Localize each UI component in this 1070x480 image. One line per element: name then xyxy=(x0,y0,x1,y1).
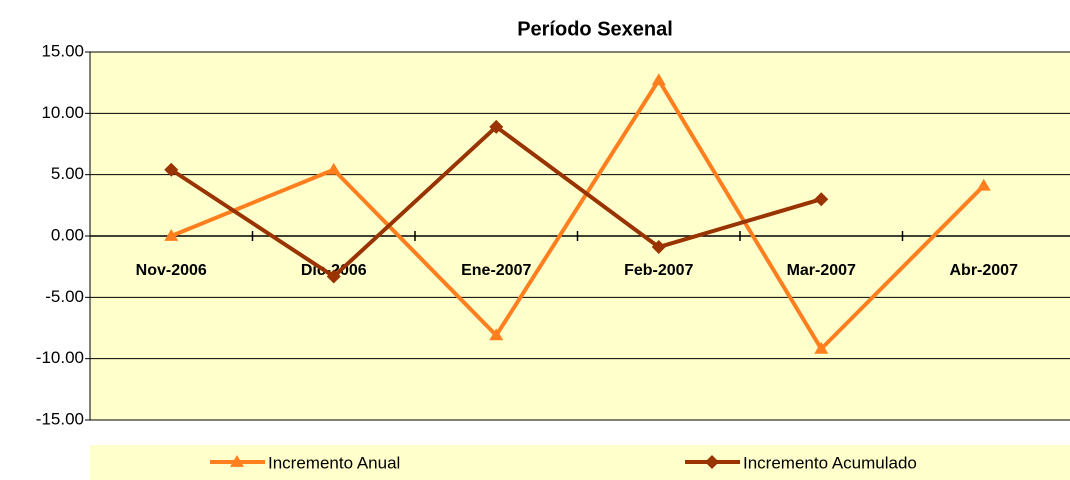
x-tick-label: Ene-2007 xyxy=(461,262,531,279)
y-tick-label: -10.00 xyxy=(36,348,84,367)
chart-title: Período Sexenal xyxy=(517,18,673,40)
marker xyxy=(705,455,719,469)
marker xyxy=(814,341,829,354)
marker xyxy=(976,178,991,191)
marker xyxy=(489,328,504,341)
marker xyxy=(326,269,341,284)
marker xyxy=(230,455,244,467)
series-line xyxy=(170,78,986,351)
marker xyxy=(326,162,341,175)
y-tick-label: 10.00 xyxy=(41,103,84,122)
x-tick-label: Abr-2007 xyxy=(950,262,1019,279)
legend-label: Incremento Acumulado xyxy=(743,453,917,472)
marker xyxy=(164,229,179,241)
y-tick-label: 15.00 xyxy=(41,41,84,60)
x-tick-label: Feb-2007 xyxy=(624,262,693,279)
marker xyxy=(489,119,504,134)
marker xyxy=(164,162,179,177)
legend-label: Incremento Anual xyxy=(268,453,400,472)
y-tick-label: -5.00 xyxy=(45,287,84,306)
marker xyxy=(814,192,829,207)
x-tick-label: Mar-2007 xyxy=(787,262,856,279)
y-tick-label: 0.00 xyxy=(51,225,84,244)
marker xyxy=(651,73,666,86)
y-tick-label: -15.00 xyxy=(36,409,84,428)
y-tick-label: 5.00 xyxy=(51,164,84,183)
x-tick-label: Nov-2006 xyxy=(136,262,207,279)
marker xyxy=(651,240,666,255)
